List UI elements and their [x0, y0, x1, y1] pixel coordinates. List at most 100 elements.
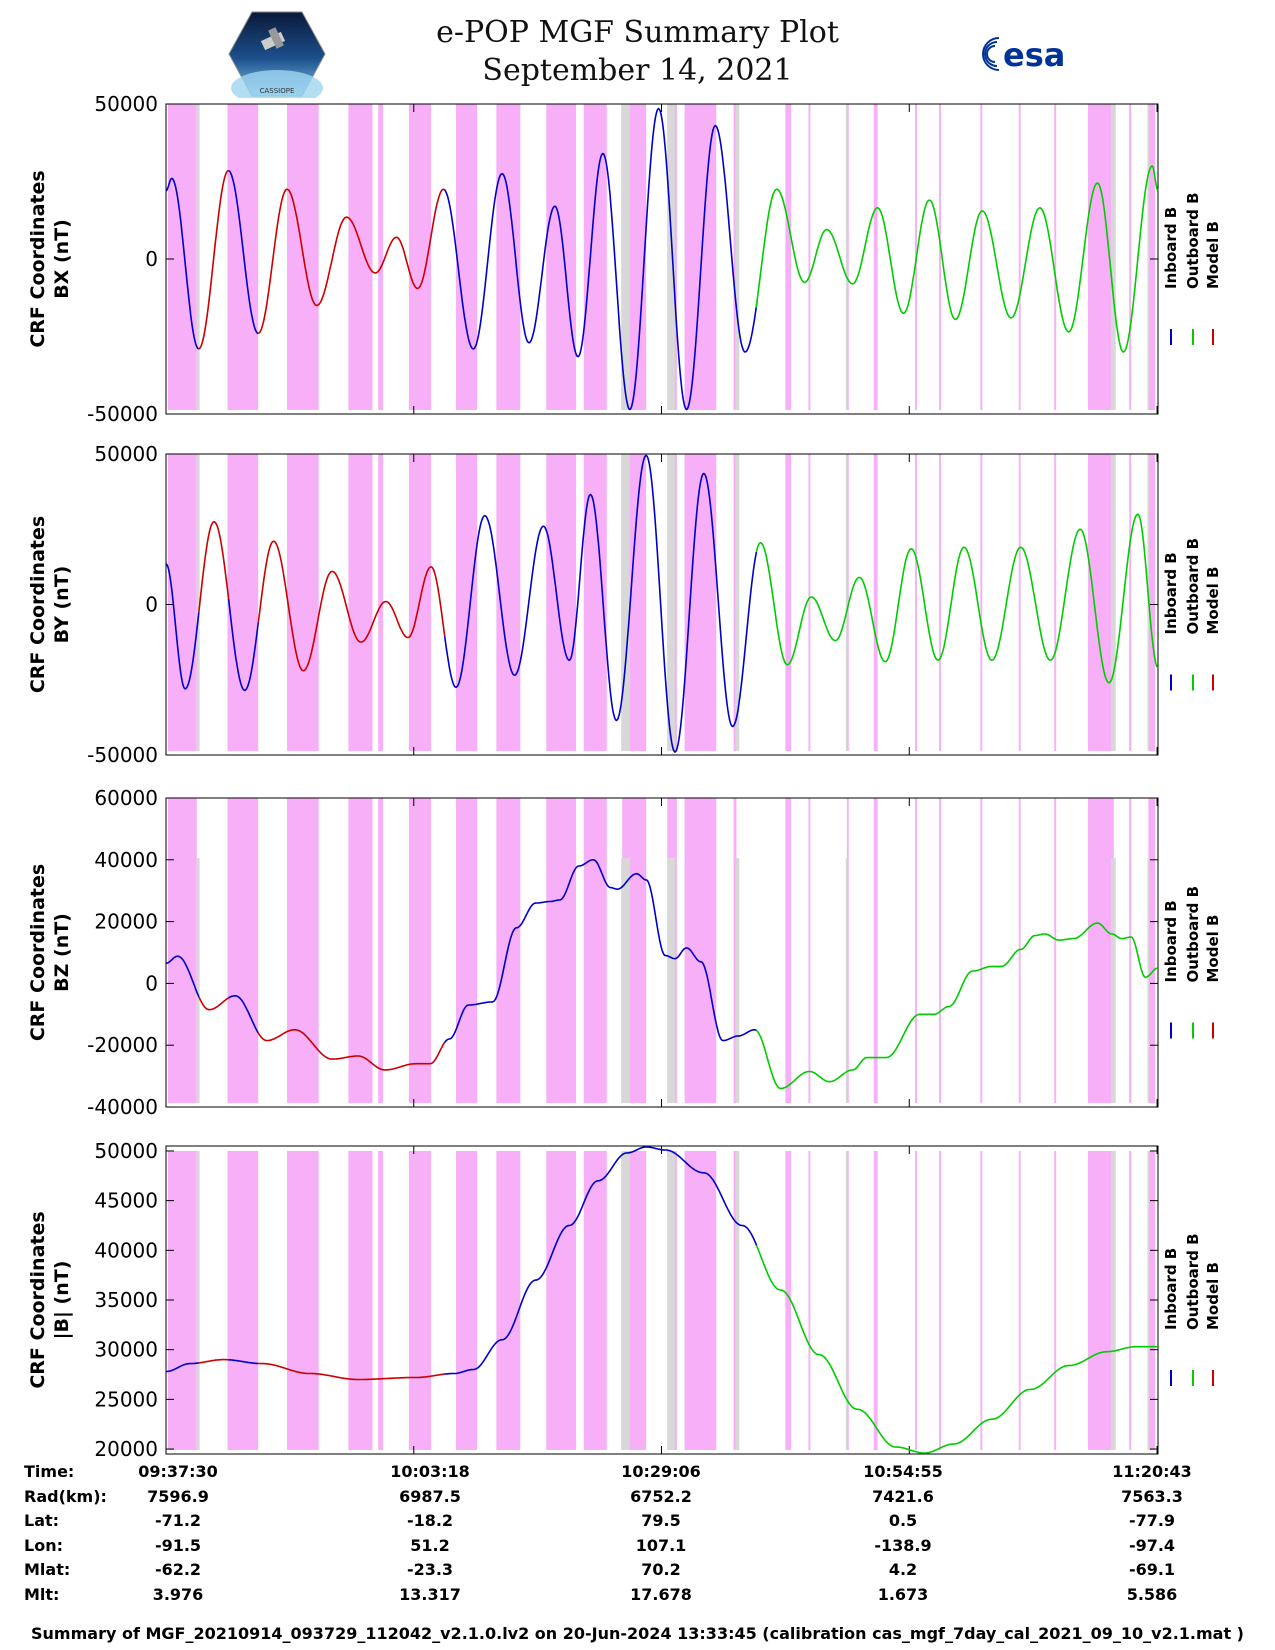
- data-flag-band: [785, 104, 792, 410]
- data-flag-band: [583, 104, 607, 410]
- data-flag-band: [684, 104, 717, 410]
- y-axis-label: CRF Coordinates BX (nT): [27, 170, 73, 347]
- data-flag-band: [546, 1150, 577, 1450]
- data-flag-band: [733, 1150, 737, 1450]
- info-row-label: Rad(km):: [24, 1486, 107, 1506]
- data-flag-band: [378, 798, 384, 1103]
- inboard-b-series: [443, 107, 758, 411]
- model-b-series: [198, 996, 230, 1011]
- gap-band: [845, 104, 848, 410]
- footer-summary: Summary of MGF_20210914_093729_112042_v2…: [31, 1624, 1244, 1643]
- data-flag-band: [939, 104, 941, 410]
- data-flag-band: [939, 1150, 941, 1450]
- model-b-series: [257, 1029, 446, 1071]
- gap-band: [1110, 1150, 1116, 1450]
- data-flag-band: [1054, 798, 1057, 1103]
- data-flag-band: [286, 1150, 319, 1450]
- data-flag-band: [733, 454, 737, 751]
- gap-band: [845, 454, 848, 751]
- esa-logo-icon: esa: [982, 36, 1065, 74]
- data-flag-band: [915, 454, 917, 751]
- data-flag-band: [846, 454, 849, 751]
- data-flag-band: [980, 454, 983, 751]
- data-flag-band: [939, 798, 941, 1103]
- info-cell: 5.586: [1126, 1584, 1178, 1604]
- data-flag-band: [227, 104, 259, 410]
- outboard-b-series: [755, 1245, 1158, 1454]
- inboard-b-series: [165, 955, 200, 998]
- info-cell: -77.9: [1128, 1511, 1176, 1530]
- gap-band: [1110, 104, 1116, 410]
- legend-inboard-label: Inboard B: [1162, 900, 1180, 982]
- legend-model-label: Model B: [1204, 221, 1222, 289]
- info-row-label: Lon:: [24, 1535, 63, 1555]
- data-flag-band: [733, 104, 737, 410]
- data-flag-band: [939, 454, 941, 751]
- data-flag-band: [1148, 454, 1156, 751]
- gap-band: [667, 858, 675, 1103]
- data-flag-band: [348, 104, 373, 410]
- data-flag-band: [227, 1150, 259, 1450]
- y-axis-label: CRF Coordinates BY (nT): [27, 516, 73, 693]
- gap-band: [196, 454, 200, 751]
- legend-model-label: Model B: [1204, 1262, 1222, 1330]
- info-cell: -62.2: [154, 1560, 202, 1579]
- inboard-b-series: [443, 859, 757, 1044]
- y-tick-label: 0: [145, 247, 158, 271]
- data-flag-band: [227, 454, 259, 751]
- panel-4: 20000 25000 30000 35000 40000 45000 50000 CRF C…: [27, 1139, 1222, 1461]
- y-tick-label: -50000: [87, 743, 158, 767]
- data-flag-band: [1129, 1150, 1132, 1450]
- data-flag-band: [456, 798, 478, 1103]
- info-cell: 3.976: [152, 1584, 204, 1604]
- outboard-b-series: [755, 922, 1158, 1090]
- y-tick-label: -40000: [87, 1095, 158, 1119]
- data-flag-band: [1087, 1150, 1114, 1450]
- data-flag-band: [980, 1150, 983, 1450]
- info-cell: 6752.2: [630, 1486, 692, 1506]
- panel-1: -50000 0 50000 CRF Coordinates BX (nT) Inboar…: [27, 92, 1222, 426]
- data-flag-band: [808, 454, 811, 751]
- gap-band: [667, 454, 675, 751]
- info-row-label: Mlat:: [24, 1560, 71, 1579]
- plot-date: September 14, 2021: [482, 53, 793, 88]
- y-tick-label: 60000: [94, 786, 158, 810]
- info-cell: 0.5: [888, 1511, 918, 1530]
- gap-band: [845, 1150, 848, 1450]
- cassiope-logo-icon: CASSIOPE: [228, 11, 326, 98]
- data-flag-band: [378, 1150, 384, 1450]
- data-flag-band: [1087, 798, 1114, 1103]
- y-axis-label: CRF Coordinates |B| (nT): [27, 1211, 73, 1388]
- y-tick-label: 20000: [94, 1437, 158, 1461]
- y-axis-label: CRF Coordinates BZ (nT): [27, 864, 73, 1041]
- info-cell: 51.2: [410, 1535, 450, 1555]
- info-cell: 17.678: [630, 1584, 692, 1604]
- info-cell: 7563.3: [1121, 1486, 1183, 1506]
- data-flag-band: [167, 798, 197, 1103]
- model-b-series: [257, 188, 445, 335]
- data-flag-band: [496, 104, 521, 410]
- data-flag-band: [1148, 104, 1156, 410]
- data-flag-band: [456, 104, 478, 410]
- info-cell: 13.317: [399, 1584, 461, 1604]
- data-flag-band: [684, 798, 717, 1103]
- gap-band: [621, 858, 630, 1103]
- gap-band: [196, 104, 200, 410]
- inboard-b-series: [165, 563, 200, 690]
- y-tick-label: 40000: [94, 848, 158, 872]
- gap-band: [621, 1150, 630, 1450]
- y-tick-label: 20000: [94, 910, 158, 934]
- info-cell: 6987.5: [399, 1486, 461, 1506]
- data-flag-band: [1018, 104, 1021, 410]
- legend-inboard-label: Inboard B: [1162, 1248, 1180, 1330]
- info-cell: 10:29:06: [621, 1462, 701, 1481]
- data-flag-band: [980, 798, 983, 1103]
- model-b-series: [257, 540, 446, 672]
- y-tick-label: 50000: [94, 1139, 158, 1163]
- data-flag-band: [785, 1150, 792, 1450]
- inboard-b-series: [228, 169, 259, 335]
- data-flag-band: [167, 454, 197, 751]
- svg-text:esa: esa: [1003, 36, 1065, 74]
- data-flag-band: [408, 1150, 432, 1450]
